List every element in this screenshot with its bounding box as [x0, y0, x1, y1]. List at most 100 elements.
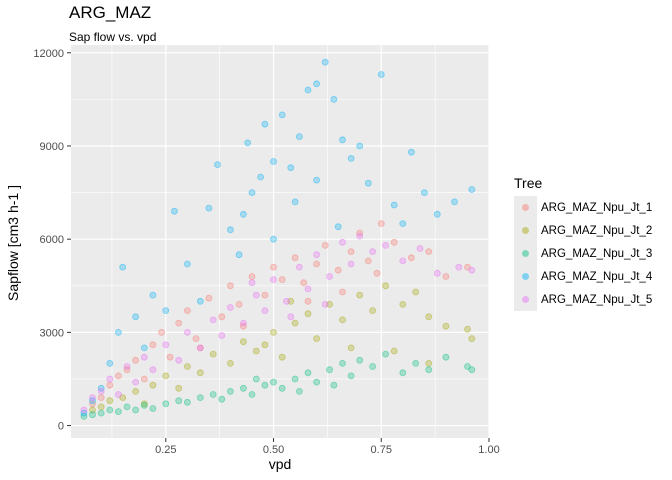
data-point-4	[115, 328, 122, 336]
data-point-3	[425, 366, 433, 374]
data-point-4	[451, 198, 458, 206]
data-point-4	[468, 186, 476, 193]
data-point-3	[369, 363, 377, 370]
data-point-3	[239, 384, 247, 392]
legend: Tree ARG_MAZ_Npu_Jt_1 ARG_MAZ_Npu_Jt_2 A…	[514, 175, 664, 311]
data-point-2	[175, 384, 183, 392]
data-point-2	[464, 325, 471, 333]
data-point-5	[321, 300, 329, 308]
data-point-4	[140, 344, 148, 352]
data-point-4	[235, 251, 243, 259]
data-point-2	[140, 400, 148, 408]
legend-swatch-1	[522, 204, 529, 211]
data-point-3	[252, 375, 260, 383]
data-point-2	[270, 328, 277, 336]
data-point-5	[347, 260, 355, 268]
data-point-1	[313, 260, 321, 268]
data-point-1	[196, 344, 204, 352]
plot-panel	[71, 45, 489, 438]
grid-lines	[71, 45, 490, 438]
data-point-5	[140, 353, 148, 361]
data-point-3	[123, 403, 131, 411]
data-point-3	[313, 378, 321, 386]
data-point-3	[464, 363, 471, 370]
data-point-4	[257, 173, 265, 181]
data-point-1	[442, 273, 450, 280]
data-point-2	[442, 322, 450, 330]
legend-title: Tree	[514, 175, 543, 191]
data-point-2	[261, 341, 269, 349]
data-point-4	[295, 133, 303, 141]
data-point-4	[399, 220, 407, 228]
legend-label: ARG_MAZ_Npu_Jt_4	[541, 270, 653, 283]
data-point-1	[278, 276, 286, 284]
data-point-2	[97, 403, 105, 411]
data-point-1	[407, 254, 415, 262]
data-point-5	[132, 378, 140, 386]
data-point-5	[248, 279, 256, 287]
data-point-1	[239, 322, 247, 330]
data-point-1	[205, 294, 213, 302]
data-point-5	[175, 356, 183, 364]
data-point-4	[287, 164, 295, 172]
data-point-1	[356, 229, 364, 237]
legend-swatch-3	[522, 250, 529, 257]
data-point-2	[89, 406, 96, 414]
data-point-4	[278, 111, 286, 119]
data-point-2	[347, 344, 355, 352]
data-point-5	[382, 241, 390, 249]
data-point-1	[270, 263, 277, 271]
data-point-2	[313, 335, 321, 343]
legend-key	[514, 265, 537, 288]
legend-key	[514, 219, 537, 242]
data-point-5	[295, 263, 303, 271]
data-point-1	[377, 220, 385, 228]
data-point-5	[283, 297, 290, 305]
x-axis-label: vpd	[268, 456, 292, 472]
data-point-2	[119, 394, 127, 402]
data-point-4	[304, 86, 312, 94]
data-point-4	[356, 142, 364, 150]
data-point-5	[97, 387, 105, 395]
data-point-5	[356, 232, 364, 240]
data-point-3	[89, 411, 96, 419]
data-point-4	[106, 359, 114, 367]
data-point-2	[326, 300, 334, 308]
data-point-1	[291, 254, 299, 262]
data-point-5	[304, 285, 312, 293]
data-point-5	[313, 251, 321, 259]
legend-label: ARG_MAZ_Npu_Jt_5	[541, 293, 653, 306]
data-point-2	[291, 319, 299, 327]
data-point-3	[226, 387, 234, 395]
data-point-3	[339, 359, 346, 367]
data-point-1	[304, 297, 312, 305]
data-point-2	[425, 313, 433, 321]
data-point-4	[226, 226, 234, 234]
data-point-4	[244, 139, 252, 147]
data-point-4	[248, 189, 256, 197]
data-point-1	[158, 328, 165, 336]
data-point-4	[170, 207, 178, 215]
data-point-5	[252, 291, 260, 299]
data-point-1	[192, 335, 200, 343]
data-point-5	[239, 319, 247, 327]
data-point-2	[304, 310, 312, 318]
y-tick-label: 12000	[33, 48, 64, 60]
data-point-3	[399, 369, 407, 377]
data-point-1	[123, 366, 131, 374]
data-point-4	[162, 307, 170, 315]
data-point-5	[115, 391, 122, 398]
data-point-1	[464, 263, 471, 271]
data-point-3	[330, 381, 338, 389]
chart-subtitle: Sap flow vs. vpd	[69, 30, 157, 44]
data-point-1	[166, 353, 174, 361]
data-point-2	[183, 363, 191, 370]
data-point-4	[313, 80, 321, 88]
data-point-4	[334, 223, 342, 231]
data-point-5	[106, 375, 114, 383]
x-tick-label: 0.50	[263, 444, 284, 456]
data-point-5	[326, 273, 334, 280]
data-point-2	[369, 307, 377, 315]
data-point-1	[106, 381, 114, 389]
legend-item: ARG_MAZ_Npu_Jt_4	[514, 265, 664, 288]
